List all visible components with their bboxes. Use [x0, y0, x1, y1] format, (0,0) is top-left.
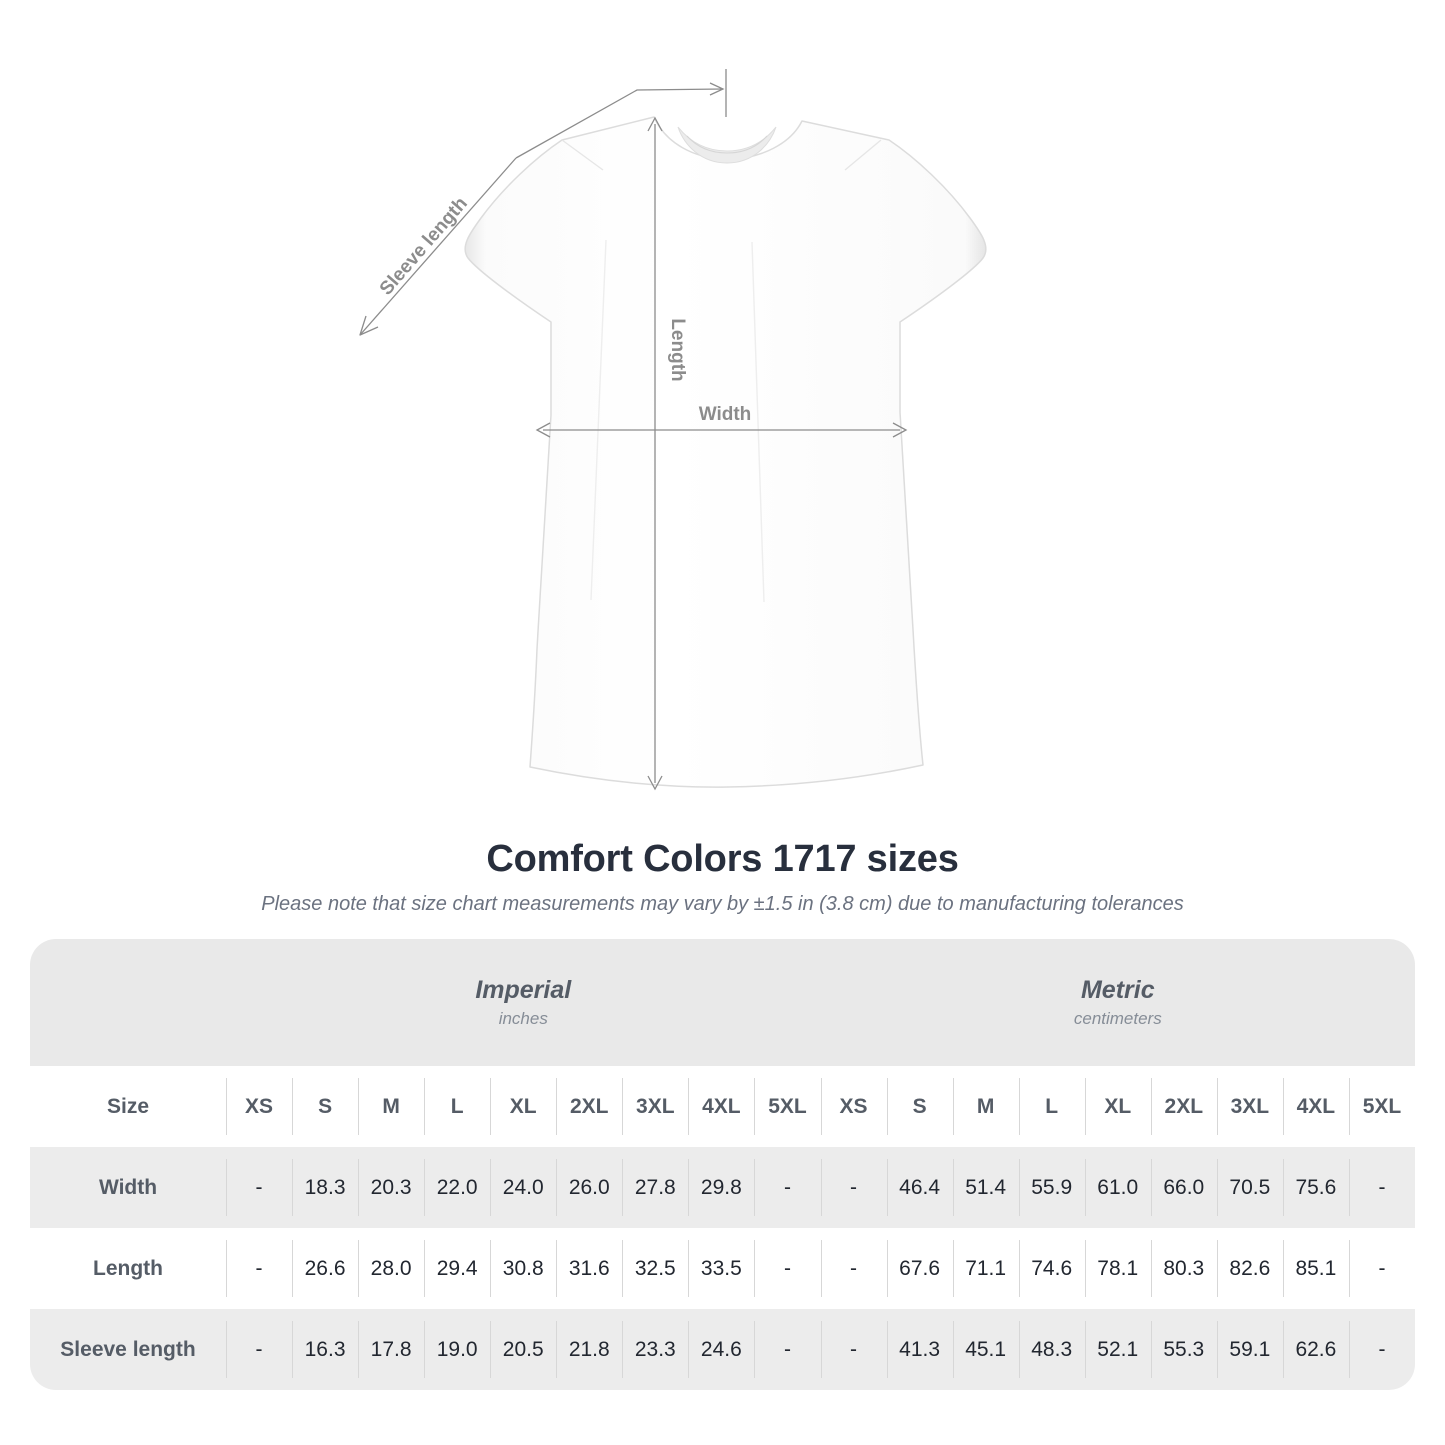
svg-text:Width: Width	[699, 404, 752, 425]
svg-text:Length: Length	[667, 318, 688, 381]
svg-text:Sleeve length: Sleeve length	[376, 193, 472, 299]
